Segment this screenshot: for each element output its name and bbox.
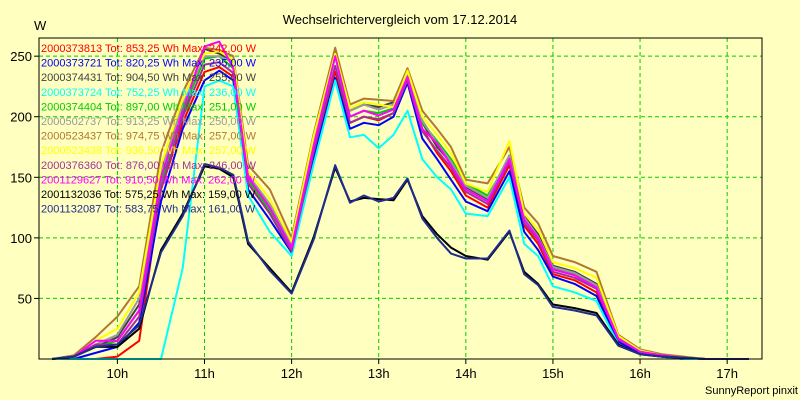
legend-entry: 2000523437 Tot: 974,75 Wh Max: 257,00 W [41, 131, 257, 143]
y-tick-label: 150 [10, 170, 32, 185]
x-tick-label: 15h [542, 366, 564, 381]
y-axis: 50 100 150 200 250 [10, 49, 39, 306]
chart-title: Wechselrichtervergleich vom 17.12.2014 [283, 12, 518, 27]
x-tick-label: 17h [716, 366, 738, 381]
x-tick-label: 11h [194, 366, 215, 381]
legend-entry: 2001129627 Tot: 910,50 Wh Max: 262,00 W [41, 174, 256, 186]
y-tick-label: 250 [10, 49, 32, 64]
series-line [51, 50, 749, 360]
legend-entry: 2000373813 Tot: 853,25 Wh Max: 242,00 W [41, 43, 257, 55]
legend-entry: 2000502737 Tot: 913,25 Wh Max: 250,00 W [41, 116, 257, 128]
legend-entry: 2000523438 Tot: 936,50 Wh Max: 257,00 W [41, 145, 257, 157]
series-line [52, 79, 749, 360]
x-tick-label: 10h [107, 366, 129, 381]
series-line [51, 163, 749, 360]
series-line [51, 40, 749, 360]
y-tick-label: 200 [10, 110, 32, 125]
legend-entry: 2000376360 Tot: 876,00 Wh Max: 246,00 W [41, 160, 257, 172]
x-tick-label: 14h [455, 366, 477, 381]
x-tick-label: 16h [629, 366, 651, 381]
plot-frame [38, 37, 763, 360]
legend-entry: 2000374404 Tot: 897,00 Wh Max: 251,00 W [41, 101, 257, 113]
legend-entry: 2000373724 Tot: 752,25 Wh Max: 236,00 W [41, 87, 257, 99]
x-axis: 10h 11h 12h 13h 14h 15h 16h 17h [107, 359, 738, 381]
legend: 2000373813 Tot: 853,25 Wh Max: 242,00 W 2… [41, 43, 257, 216]
x-tick-label: 12h [281, 366, 303, 381]
y-tick-label: 50 [18, 291, 32, 306]
legend-entry: 2001132036 Tot: 575,25 Wh Max: 159,00 W [41, 189, 256, 201]
x-tick-label: 13h [368, 366, 390, 381]
legend-entry: 2000374431 Tot: 904,50 Wh Max: 255,00 W [41, 72, 257, 84]
series-group [51, 40, 749, 360]
y-tick-label: 100 [10, 231, 32, 246]
legend-entry: 2001132087 Tot: 583,75 Wh Max: 161,00 W [41, 204, 256, 216]
legend-entry: 2000373721 Tot: 820,25 Wh Max: 235,00 W [41, 58, 257, 70]
y-unit-label: W [34, 18, 47, 33]
series-line [52, 69, 749, 360]
footer-text: SunnyReport pinxit [705, 385, 798, 397]
